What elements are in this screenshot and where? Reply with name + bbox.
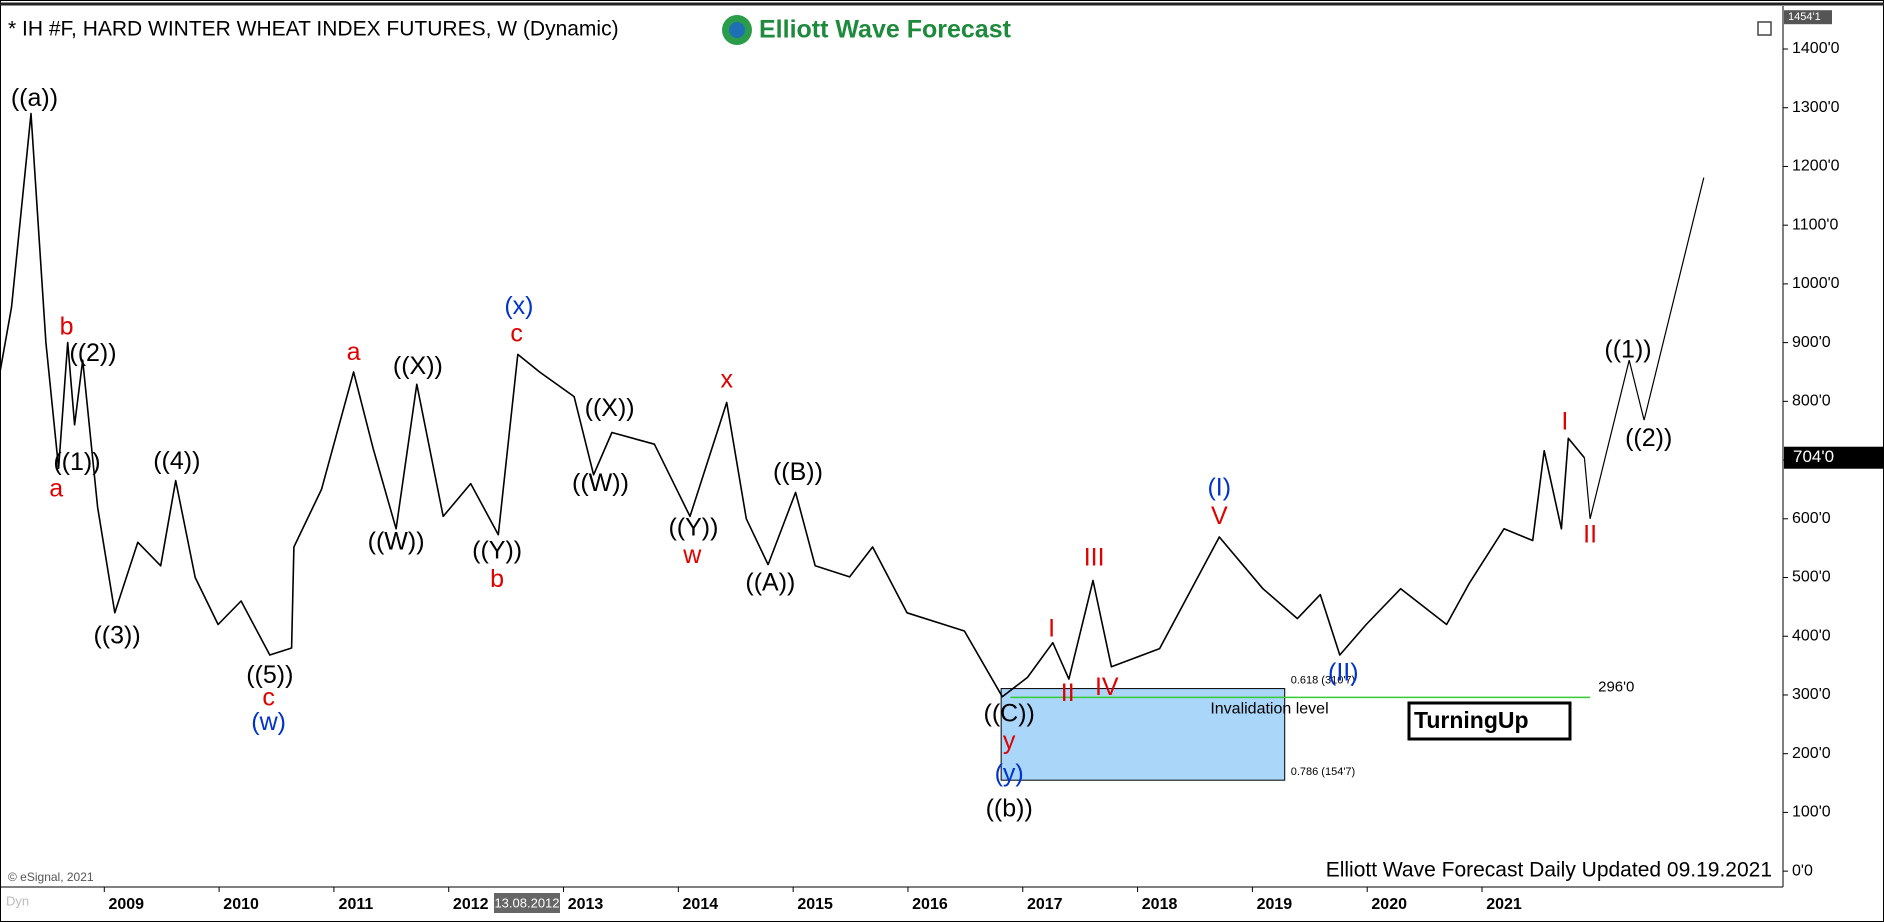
fib-box	[1000, 688, 1286, 781]
y-tick-label: 200'0	[1792, 745, 1831, 762]
y-tick-label: 0'0	[1792, 862, 1813, 879]
x-tick-label: 2010	[223, 896, 259, 913]
wave-label: ((1))	[1604, 335, 1651, 363]
badge: TurningUp	[1407, 701, 1572, 741]
wave-label: ((X))	[393, 352, 443, 380]
y-tick-label: 300'0	[1792, 686, 1831, 703]
wave-label: IV	[1095, 673, 1119, 701]
top-price-label: 1454'1	[1788, 11, 1821, 23]
top-price-box	[1784, 10, 1832, 25]
chart-title: * IH #F, HARD WINTER WHEAT INDEX FUTURES…	[8, 18, 619, 41]
projection-line	[1583, 177, 1705, 519]
wave-label: ((4))	[153, 447, 200, 475]
last-price-box	[1784, 446, 1884, 469]
cursor-label-box	[494, 893, 560, 913]
copyright: © eSignal, 2021	[8, 870, 94, 884]
wave-label: (y)	[995, 759, 1024, 787]
corner-label: Dyn	[6, 893, 29, 908]
y-tick-label: 800'0	[1792, 393, 1831, 410]
cursor-label: 13.08.2012	[494, 895, 559, 910]
wave-label: ((W))	[572, 469, 629, 497]
x-tick-label: 2018	[1142, 896, 1178, 913]
invalidation-text: Invalidation level	[1210, 701, 1328, 718]
x-tick-label: 2020	[1371, 896, 1407, 913]
wave-label: ((2))	[69, 339, 116, 367]
y-tick-label: 1400'0	[1792, 40, 1840, 57]
x-tick-label: 2021	[1486, 896, 1522, 913]
logo-icon-inner	[729, 22, 745, 38]
wave-label: ((1))	[53, 448, 100, 476]
wave-label: ((a))	[11, 84, 58, 112]
wave-label: a	[347, 338, 361, 366]
wave-label: ((3))	[93, 621, 140, 649]
footer: Elliott Wave Forecast Daily Updated 09.1…	[1326, 859, 1772, 882]
wave-label: ((B))	[773, 458, 823, 486]
wave-label: II	[1583, 520, 1597, 548]
y-tick-label: 600'0	[1792, 510, 1831, 527]
y-tick-label: 1300'0	[1792, 99, 1840, 116]
y-tick-label: 900'0	[1792, 334, 1831, 351]
wave-label: I	[1048, 614, 1055, 642]
x-tick-label: 2014	[683, 896, 719, 913]
x-tick-label: 2012	[453, 896, 489, 913]
wave-label: ((2))	[1625, 424, 1672, 452]
wave-label: ((C))	[984, 700, 1035, 728]
wave-label: a	[49, 475, 63, 503]
wave-label: ((Y))	[472, 536, 522, 564]
wave-label: (x)	[504, 292, 533, 320]
wave-label: x	[720, 365, 733, 393]
x-tick-label: 2011	[339, 896, 374, 913]
wave-label: ((W))	[368, 527, 425, 555]
last-price-label: 704'0	[1793, 447, 1834, 466]
y-tick-label: 1100'0	[1792, 216, 1838, 233]
wave-label: ((Y))	[668, 513, 718, 541]
x-tick-label: 2015	[797, 896, 833, 913]
y-tick-label: 1000'0	[1792, 275, 1840, 292]
logo: Elliott Wave Forecast	[722, 15, 1012, 45]
y-tick-label: 500'0	[1792, 569, 1831, 586]
x-tick-label: 2017	[1027, 896, 1063, 913]
wave-label: ((5))	[246, 661, 293, 689]
x-tick-label: 2009	[108, 896, 144, 913]
fib-level-label: 0.786 (154'7)	[1291, 766, 1355, 778]
wave-label: w	[682, 541, 702, 569]
wave-label: I	[1561, 408, 1568, 436]
x-tick-label: 2016	[912, 896, 948, 913]
wave-label: y	[1003, 727, 1016, 755]
x-tick-label: 2019	[1257, 896, 1293, 913]
x-tick-label: 2013	[568, 896, 604, 913]
wave-label: III	[1084, 543, 1105, 571]
wave-label: c	[510, 320, 523, 348]
wave-label: ((A))	[745, 569, 795, 597]
plot-layer: 0.618 (310'7) 0.786 (154'7) 296'0 Invalidat…	[0, 84, 1705, 823]
y-tick-label: 1200'0	[1792, 158, 1840, 175]
y-tick-label: 400'0	[1792, 627, 1831, 644]
price-line	[0, 112, 1586, 698]
wave-label: V	[1211, 502, 1228, 530]
badge-box	[1407, 701, 1572, 741]
wave-label: c	[262, 684, 275, 712]
wave-label: ((b))	[986, 795, 1033, 823]
wave-label: II	[1061, 679, 1075, 707]
badge-text: TurningUp	[1414, 707, 1529, 733]
y-tick-label: 100'0	[1792, 804, 1831, 821]
window-icon[interactable]	[1757, 21, 1772, 36]
logo-text: Elliott Wave Forecast	[759, 16, 1012, 44]
wave-label: (w)	[251, 708, 286, 736]
wave-label: b	[60, 313, 74, 341]
wave-label: (I)	[1207, 473, 1231, 501]
invalidation-value: 296'0	[1598, 678, 1634, 695]
wave-label: (II)	[1328, 658, 1359, 686]
wave-label: ((X))	[585, 394, 635, 422]
wave-label: b	[490, 565, 504, 593]
fib-level-label: 0.618 (310'7)	[1291, 674, 1355, 686]
